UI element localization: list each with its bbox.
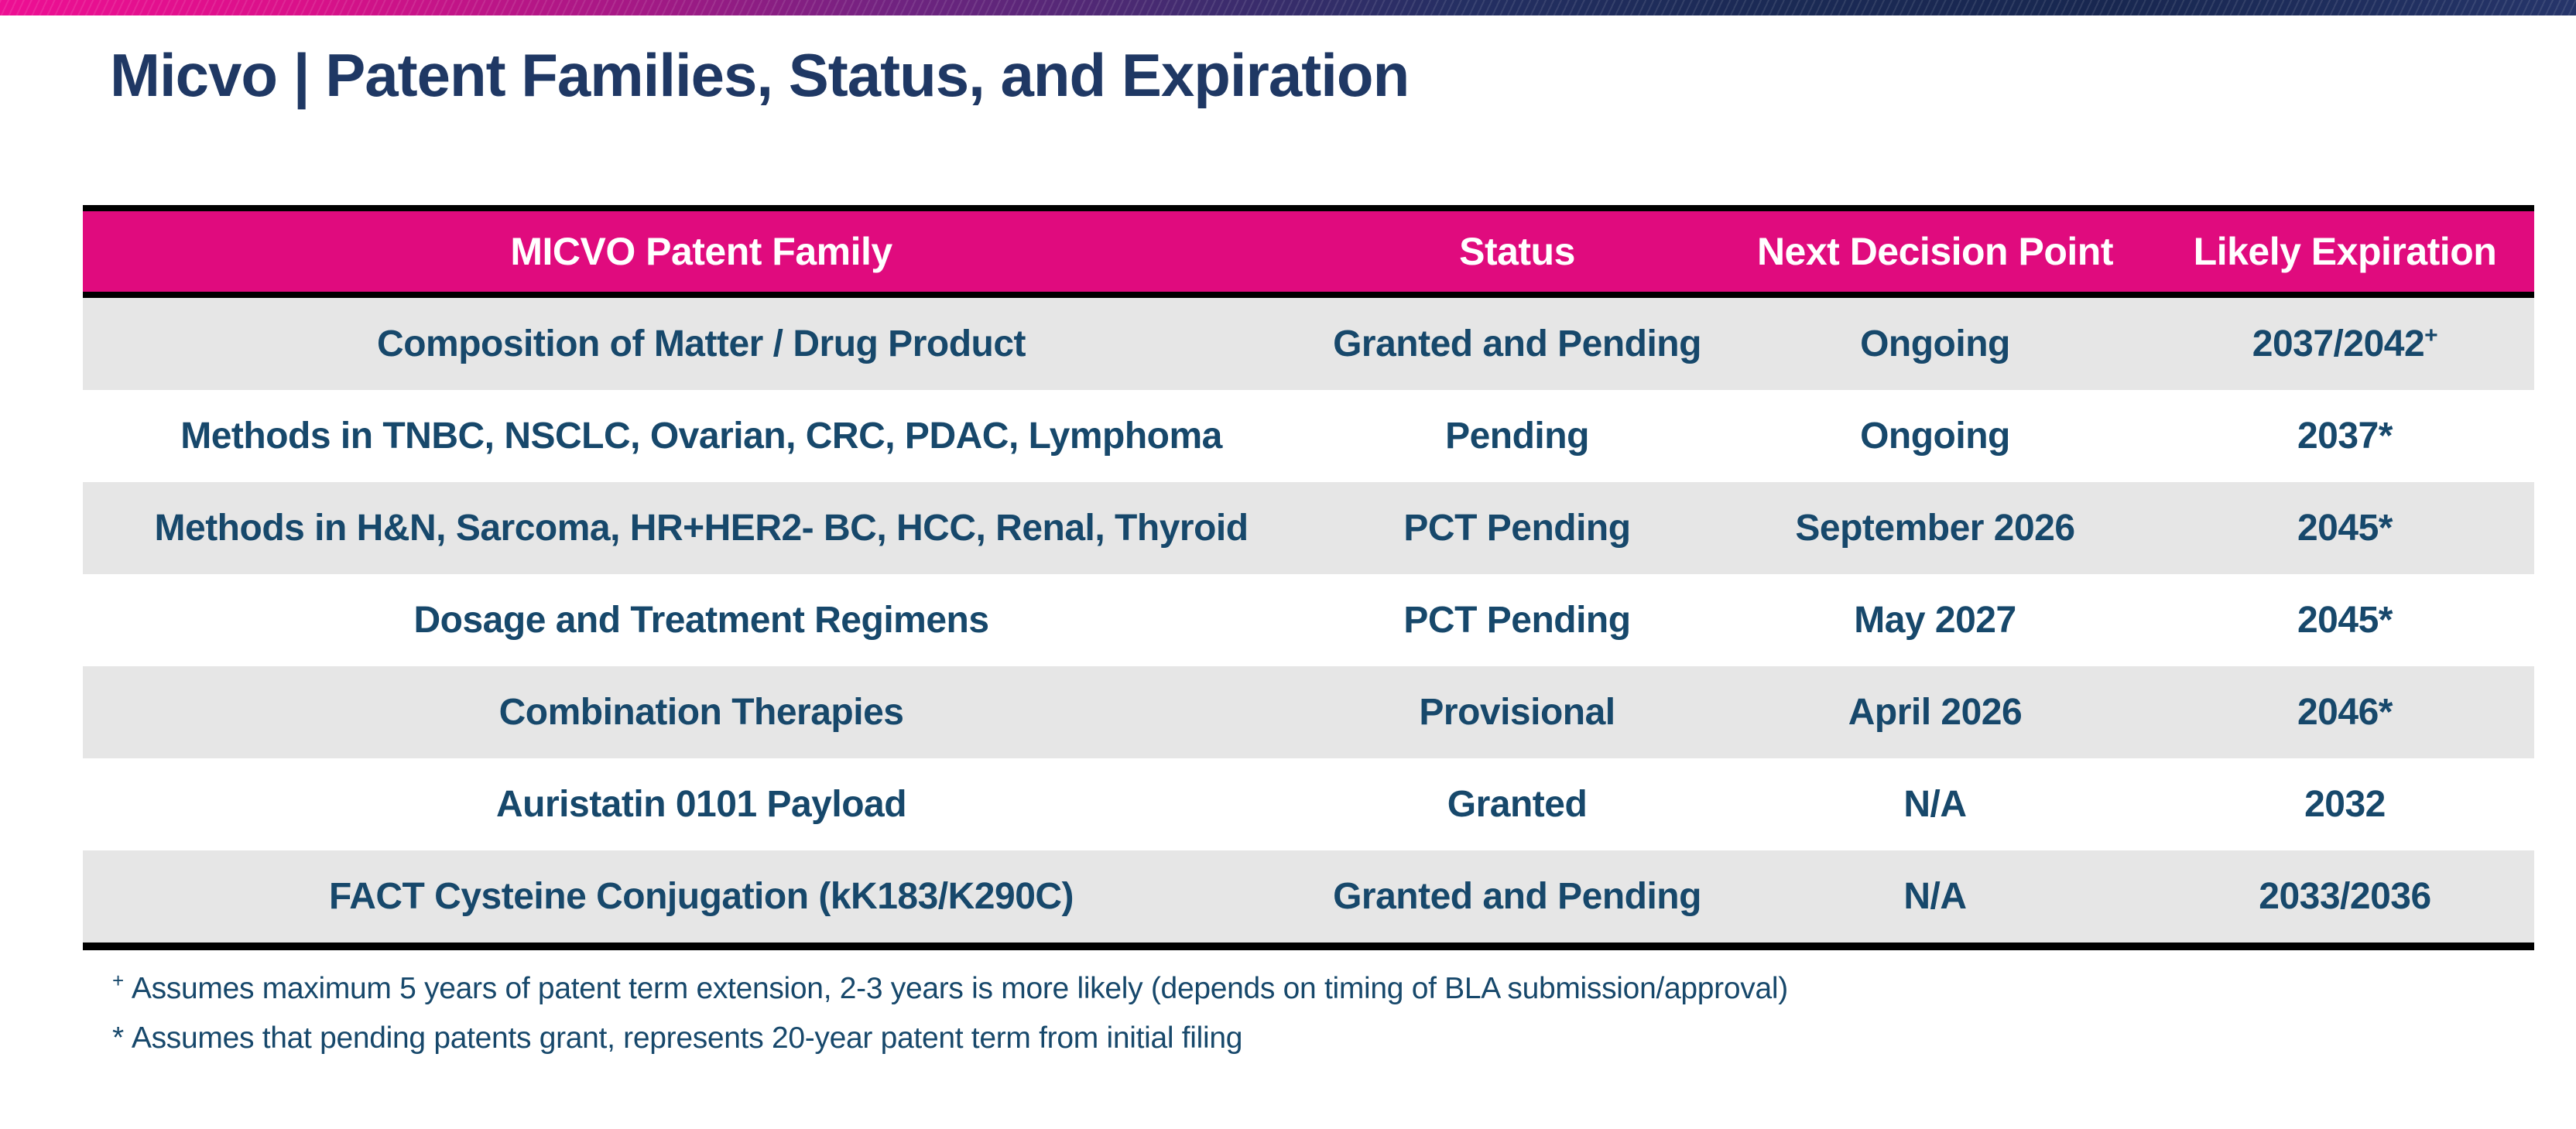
table-row: Methods in H&N, Sarcoma, HR+HER2- BC, HC…: [83, 482, 2534, 574]
footnote-asterisk-marker: *: [112, 1021, 124, 1055]
cell-next-decision-point: September 2026: [1795, 508, 2075, 549]
table-row: Combination Therapies Provisional April …: [83, 666, 2534, 758]
cell-next-decision-point: May 2027: [1854, 600, 2016, 641]
top-accent-gradient-bar: [0, 0, 2576, 15]
column-header-status: Status: [1459, 230, 1575, 273]
cell-patent-family: Composition of Matter / Drug Product: [377, 323, 1026, 364]
expiration-superscript: +: [2424, 323, 2438, 348]
cell-likely-expiration: 2032: [2156, 783, 2534, 826]
cell-status: Granted: [1447, 784, 1588, 825]
cell-likely-expiration: 2037/2042+: [2156, 323, 2534, 365]
table-row: FACT Cysteine Conjugation (kK183/K290C) …: [83, 850, 2534, 943]
cell-status: Granted and Pending: [1333, 323, 1701, 364]
cell-status: PCT Pending: [1403, 508, 1631, 549]
footnote-plus-text: Assumes maximum 5 years of patent term e…: [131, 972, 1788, 1005]
expiration-value: 2037*: [2297, 416, 2393, 457]
cell-likely-expiration: 2046*: [2156, 691, 2534, 734]
cell-next-decision-point: April 2026: [1848, 692, 2023, 733]
column-header-likely-expiration: Likely Expiration: [2193, 230, 2497, 273]
cell-status: PCT Pending: [1403, 600, 1631, 641]
cell-next-decision-point: N/A: [1903, 784, 1967, 825]
column-header-next-decision-point: Next Decision Point: [1756, 230, 2114, 273]
footnotes-block: + Assumes maximum 5 years of patent term …: [112, 964, 1788, 1063]
footnote-asterisk-text: Assumes that pending patents grant, repr…: [131, 1021, 1243, 1055]
cell-next-decision-point: Ongoing: [1860, 323, 2010, 364]
footnote-plus-marker: +: [112, 969, 124, 992]
table-row: Auristatin 0101 Payload Granted N/A 2032: [83, 758, 2534, 850]
table-row: Dosage and Treatment Regimens PCT Pendin…: [83, 574, 2534, 666]
expiration-value: 2033/2036: [2259, 876, 2431, 917]
column-header-patent-family: MICVO Patent Family: [510, 230, 892, 273]
cell-status: Pending: [1445, 416, 1589, 457]
footnote-plus: + Assumes maximum 5 years of patent term …: [112, 964, 1788, 1014]
cell-next-decision-point: N/A: [1903, 876, 1967, 917]
cell-patent-family: Auristatin 0101 Payload: [496, 784, 907, 825]
cell-patent-family: Combination Therapies: [498, 692, 904, 733]
expiration-value: 2045*: [2297, 600, 2393, 641]
table-header-row: MICVO Patent Family Status Next Decision…: [83, 211, 2534, 298]
footnote-asterisk: * Assumes that pending patents grant, rep…: [112, 1014, 1788, 1063]
expiration-value: 2037/2042: [2252, 323, 2425, 364]
cell-patent-family: Methods in H&N, Sarcoma, HR+HER2- BC, HC…: [154, 508, 1249, 549]
cell-status: Provisional: [1419, 692, 1615, 733]
expiration-value: 2045*: [2297, 508, 2393, 549]
expiration-value: 2046*: [2297, 692, 2393, 733]
cell-likely-expiration: 2037*: [2156, 415, 2534, 457]
slide-title: Micvo | Patent Families, Status, and Exp…: [110, 41, 1410, 109]
table-row: Methods in TNBC, NSCLC, Ovarian, CRC, PD…: [83, 390, 2534, 482]
cell-patent-family: Dosage and Treatment Regimens: [413, 600, 990, 641]
patent-table: MICVO Patent Family Status Next Decision…: [83, 205, 2534, 950]
cell-patent-family: Methods in TNBC, NSCLC, Ovarian, CRC, PD…: [180, 416, 1222, 457]
table-row: Composition of Matter / Drug Product Gra…: [83, 298, 2534, 390]
expiration-value: 2032: [2304, 784, 2386, 825]
cell-next-decision-point: Ongoing: [1860, 416, 2010, 457]
cell-likely-expiration: 2045*: [2156, 507, 2534, 549]
cell-likely-expiration: 2045*: [2156, 599, 2534, 641]
cell-patent-family: FACT Cysteine Conjugation (kK183/K290C): [329, 876, 1074, 917]
cell-likely-expiration: 2033/2036: [2156, 875, 2534, 918]
cell-status: Granted and Pending: [1333, 876, 1701, 917]
